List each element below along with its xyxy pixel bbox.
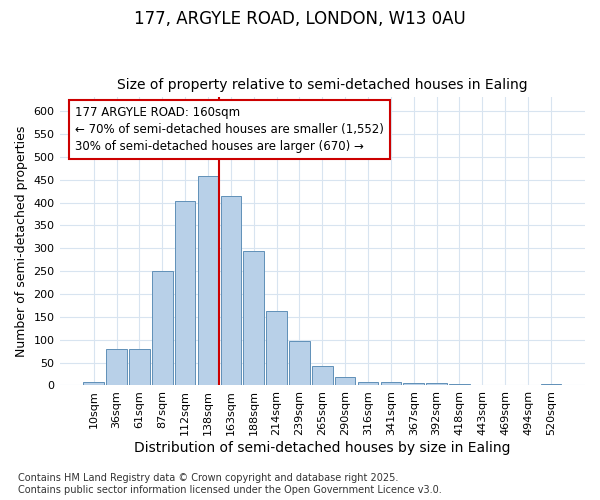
Bar <box>266 312 287 386</box>
Title: Size of property relative to semi-detached houses in Ealing: Size of property relative to semi-detach… <box>117 78 527 92</box>
Bar <box>106 349 127 386</box>
Text: Contains HM Land Registry data © Crown copyright and database right 2025.
Contai: Contains HM Land Registry data © Crown c… <box>18 474 442 495</box>
Bar <box>289 341 310 386</box>
X-axis label: Distribution of semi-detached houses by size in Ealing: Distribution of semi-detached houses by … <box>134 441 511 455</box>
Text: 177 ARGYLE ROAD: 160sqm
← 70% of semi-detached houses are smaller (1,552)
30% of: 177 ARGYLE ROAD: 160sqm ← 70% of semi-de… <box>76 106 384 153</box>
Bar <box>244 250 264 386</box>
Bar <box>221 196 241 386</box>
Bar <box>380 382 401 386</box>
Bar <box>335 377 355 386</box>
Bar <box>175 201 196 386</box>
Text: 177, ARGYLE ROAD, LONDON, W13 0AU: 177, ARGYLE ROAD, LONDON, W13 0AU <box>134 10 466 28</box>
Bar <box>403 383 424 386</box>
Bar <box>449 384 470 386</box>
Bar <box>426 383 447 386</box>
Bar <box>129 349 150 386</box>
Y-axis label: Number of semi-detached properties: Number of semi-detached properties <box>15 126 28 357</box>
Bar <box>541 384 561 386</box>
Bar <box>152 271 173 386</box>
Bar <box>358 382 378 386</box>
Bar <box>198 176 218 386</box>
Bar <box>83 382 104 386</box>
Bar <box>312 366 332 386</box>
